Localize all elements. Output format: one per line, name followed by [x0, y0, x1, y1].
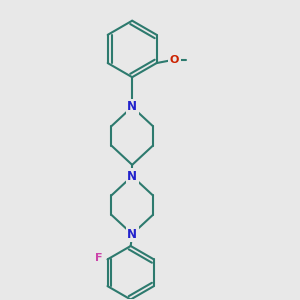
Text: N: N: [127, 228, 137, 241]
Text: O: O: [170, 55, 179, 65]
Text: N: N: [127, 170, 137, 183]
Text: N: N: [127, 100, 137, 113]
Text: F: F: [95, 253, 103, 262]
